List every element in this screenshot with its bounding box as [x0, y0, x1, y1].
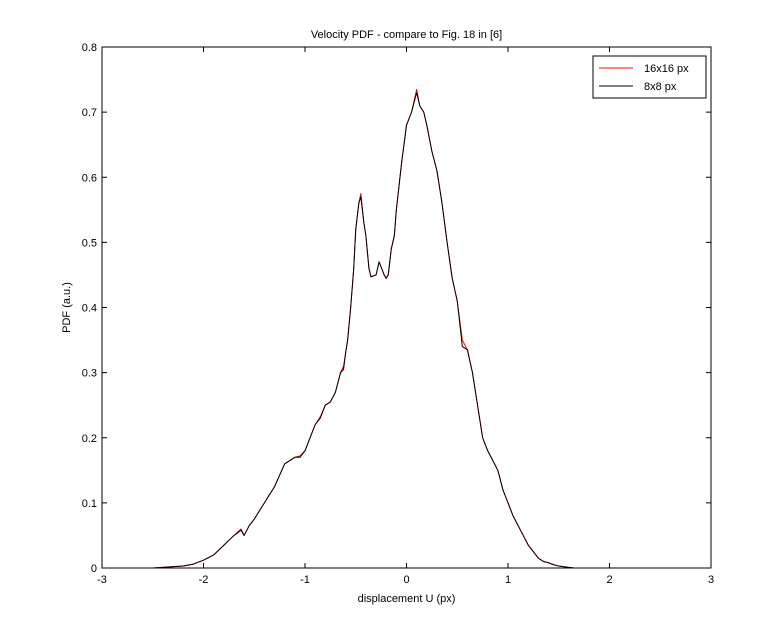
- y-tick-label: 0.7: [82, 107, 97, 119]
- x-axis-ticks: -3 -2 -1 0 1 2 3: [97, 47, 714, 586]
- x-tick-label: 3: [708, 574, 714, 586]
- y-tick-label: 0.3: [82, 368, 97, 380]
- legend-label: 16x16 px: [644, 63, 689, 75]
- plot-frame: [101, 46, 712, 569]
- x-axis-label: displacement U (px): [358, 593, 456, 605]
- y-tick-label: 0.8: [82, 42, 97, 54]
- y-axis-ticks: 0 0.1 0.2 0.3 0.4 0.5 0.6 0.7 0.8: [82, 42, 711, 575]
- legend-box: [592, 55, 707, 99]
- x-tick-label: -1: [300, 574, 310, 586]
- legend-label: 8x8 px: [644, 81, 677, 93]
- x-tick-label: -3: [97, 574, 107, 586]
- y-tick-label: 0.4: [82, 303, 97, 315]
- legend: 16x16 px 8x8 px: [592, 55, 707, 99]
- y-tick-label: 0.1: [82, 498, 97, 510]
- y-tick-label: 0.5: [82, 237, 97, 249]
- series-layer: [152, 88, 600, 569]
- series-line-8x8: [152, 92, 600, 569]
- x-tick-label: 1: [505, 574, 511, 586]
- x-tick-label: 0: [403, 574, 409, 586]
- x-tick-label: -2: [199, 574, 209, 586]
- chart-title: Velocity PDF - compare to Fig. 18 in [6]: [311, 29, 502, 41]
- y-tick-label: 0.2: [82, 433, 97, 445]
- y-axis-label: PDF (a.u.): [61, 282, 73, 333]
- x-tick-label: 2: [606, 574, 612, 586]
- y-tick-label: 0.6: [82, 172, 97, 184]
- y-tick-label: 0: [91, 563, 97, 575]
